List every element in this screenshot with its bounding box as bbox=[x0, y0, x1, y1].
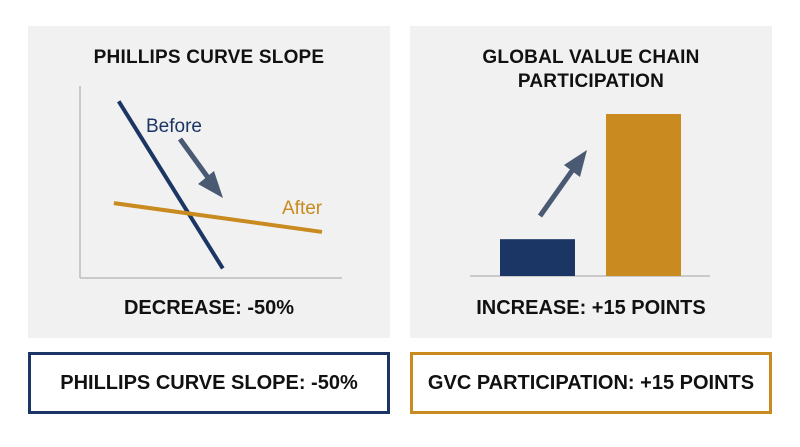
increase-arrow-shaft bbox=[537, 166, 577, 218]
increase-arrow-head bbox=[564, 150, 587, 177]
gvc-title-line1: GLOBAL VALUE CHAIN bbox=[482, 47, 700, 68]
gvc-summary-text: GVC PARTICIPATION: +15 POINTS bbox=[427, 371, 755, 394]
gvc-participation-panel: GLOBAL VALUE CHAIN PARTICIPATION INCREAS… bbox=[410, 26, 772, 338]
bar-after bbox=[606, 114, 681, 276]
gvc-summary-box: GVC PARTICIPATION: +15 POINTS bbox=[410, 352, 772, 414]
phillips-summary-box: PHILLIPS CURVE SLOPE: -50% bbox=[28, 352, 390, 414]
gvc-title-line2: PARTICIPATION bbox=[517, 71, 665, 92]
series-label-before: Before bbox=[146, 116, 202, 137]
bar-before bbox=[500, 239, 575, 276]
change-arrow-shaft bbox=[177, 137, 212, 181]
series-line-before bbox=[117, 100, 225, 270]
gvc-participation-chart bbox=[470, 114, 710, 277]
change-arrow-head bbox=[198, 171, 223, 198]
series-label-after: After bbox=[282, 198, 323, 219]
phillips-curve-caption: DECREASE: -50% bbox=[123, 297, 295, 319]
phillips-summary-text: PHILLIPS CURVE SLOPE: -50% bbox=[60, 371, 358, 394]
phillips-curve-title: PHILLIPS CURVE SLOPE bbox=[93, 47, 325, 68]
series-line-after bbox=[113, 201, 323, 234]
phillips-curve-chart: Before After bbox=[79, 86, 342, 279]
gvc-caption: INCREASE: +15 POINTS bbox=[476, 297, 706, 319]
phillips-curve-panel: PHILLIPS CURVE SLOPE Before After DECREAS… bbox=[28, 26, 390, 338]
